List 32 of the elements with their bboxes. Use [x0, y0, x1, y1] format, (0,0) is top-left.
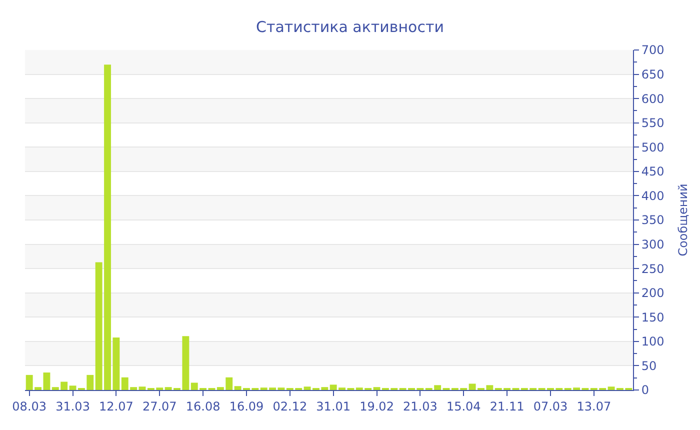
x-tick-label: 31.03	[56, 399, 90, 414]
chart-title: Статистика активности	[256, 18, 444, 36]
x-tick-label: 12.07	[99, 399, 134, 414]
y-tick-label: 500	[641, 140, 664, 154]
y-tick-label: 0	[641, 383, 650, 398]
y-tick-label: 350	[641, 213, 664, 228]
x-tick-label: 16.09	[229, 399, 264, 414]
x-tick-label: 21.03	[403, 399, 438, 414]
y-tick-label: 600	[641, 92, 664, 106]
x-tick-label: 16.08	[186, 399, 220, 414]
y-tick-label: 300	[641, 237, 664, 252]
x-tick-label: 31.01	[316, 399, 351, 414]
y-tick-label: 550	[641, 116, 664, 130]
y-tick-label: 50	[641, 358, 657, 373]
x-tick-label: 02.12	[272, 399, 308, 414]
x-tick-label: 07.03	[533, 399, 568, 414]
y-tick-label: 400	[641, 188, 664, 203]
x-tick-label: 21.11	[490, 399, 524, 414]
y-tick-label: 650	[641, 67, 664, 82]
x-tick-label: 27.07	[142, 399, 177, 414]
x-tick-label: 13.07	[576, 399, 612, 414]
y-tick-label: 250	[641, 262, 664, 276]
bar	[138, 386, 146, 390]
y-tick-label: 100	[641, 334, 664, 349]
x-tick-label: 08.03	[12, 399, 47, 414]
y-tick-label: 150	[641, 310, 664, 324]
x-tick-label: 19.02	[360, 399, 394, 414]
x-tick-label: 15.04	[446, 399, 481, 414]
y-tick-label: 450	[641, 164, 664, 179]
y-axis-title: Сообщений	[676, 184, 690, 256]
y-tick-label: 200	[641, 286, 664, 300]
y-tick-label: 700	[641, 43, 664, 58]
